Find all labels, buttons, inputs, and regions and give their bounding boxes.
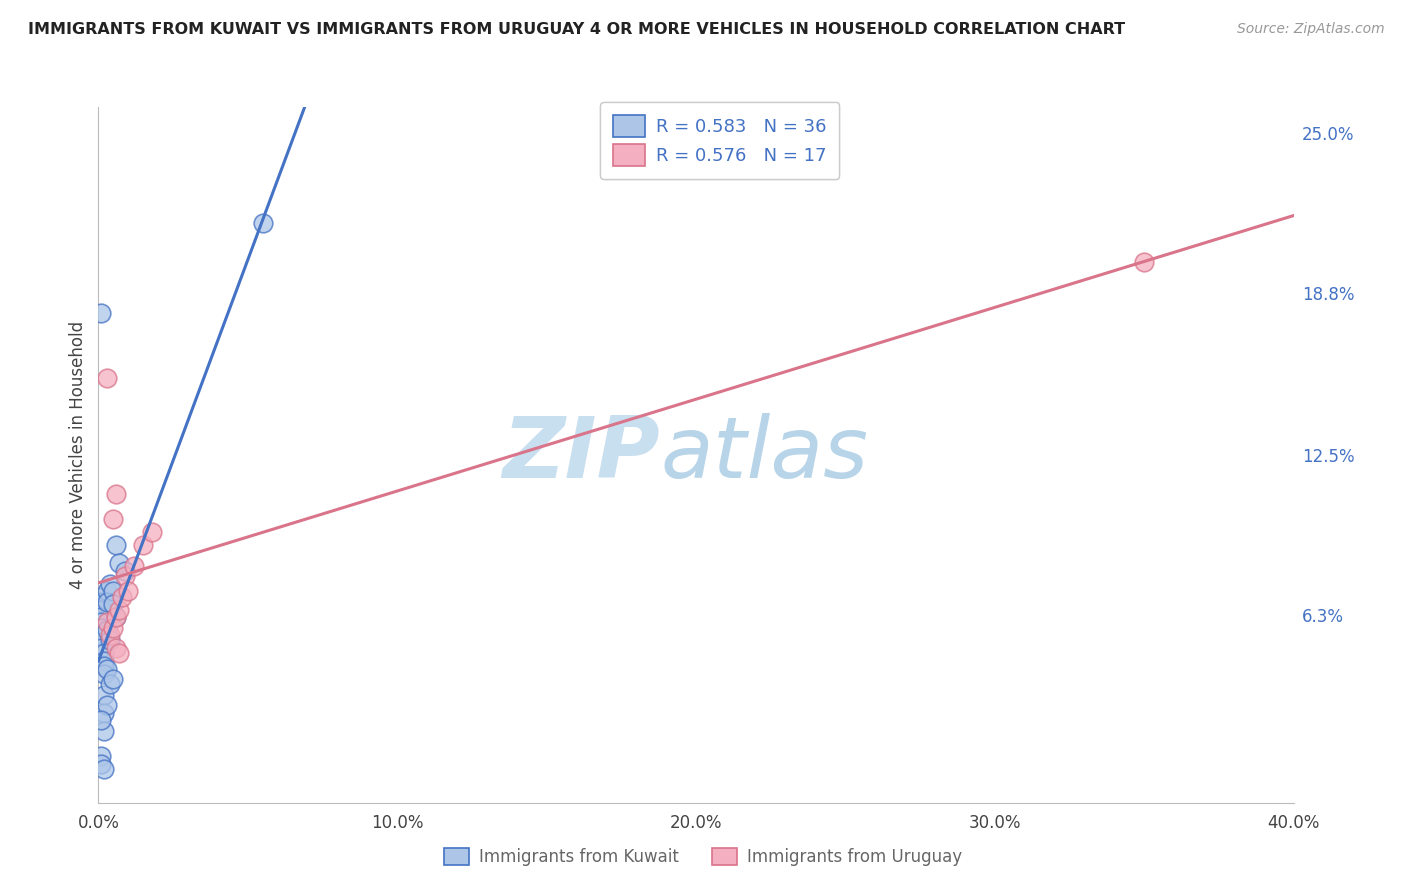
Text: ZIP: ZIP — [502, 413, 661, 497]
Point — [103, 512, 125, 526]
Point — [252, 216, 274, 230]
Point — [93, 723, 115, 738]
Point — [93, 667, 115, 681]
Point — [93, 659, 115, 673]
Point — [90, 595, 112, 609]
Point — [90, 621, 112, 635]
Point — [96, 595, 118, 609]
Point — [93, 688, 115, 702]
Text: IMMIGRANTS FROM KUWAIT VS IMMIGRANTS FROM URUGUAY 4 OR MORE VEHICLES IN HOUSEHOL: IMMIGRANTS FROM KUWAIT VS IMMIGRANTS FRO… — [28, 22, 1125, 37]
Point — [105, 610, 128, 624]
Point — [90, 757, 112, 772]
Legend: Immigrants from Kuwait, Immigrants from Uruguay: Immigrants from Kuwait, Immigrants from … — [436, 840, 970, 875]
Point — [90, 602, 112, 616]
Point — [117, 584, 139, 599]
Point — [96, 370, 118, 384]
Point — [114, 569, 136, 583]
Point — [93, 762, 115, 776]
Point — [100, 576, 122, 591]
Point — [96, 584, 118, 599]
Point — [103, 672, 125, 686]
Point — [103, 598, 125, 612]
Point — [96, 662, 118, 676]
Point — [105, 538, 128, 552]
Point — [90, 628, 112, 642]
Y-axis label: 4 or more Vehicles in Household: 4 or more Vehicles in Household — [69, 321, 87, 589]
Point — [90, 610, 112, 624]
Point — [103, 584, 125, 599]
Point — [105, 486, 128, 500]
Point — [93, 706, 115, 720]
Point — [93, 654, 115, 668]
Point — [90, 714, 112, 728]
Point — [105, 610, 128, 624]
Point — [111, 590, 134, 604]
Point — [103, 621, 125, 635]
Point — [124, 558, 146, 573]
Point — [90, 306, 112, 320]
Legend: R = 0.583   N = 36, R = 0.576   N = 17: R = 0.583 N = 36, R = 0.576 N = 17 — [600, 103, 839, 178]
Point — [90, 590, 112, 604]
Point — [114, 564, 136, 578]
Point — [96, 698, 118, 712]
Point — [100, 628, 122, 642]
Text: Source: ZipAtlas.com: Source: ZipAtlas.com — [1237, 22, 1385, 37]
Point — [132, 538, 155, 552]
Point — [100, 677, 122, 691]
Point — [108, 556, 131, 570]
Point — [105, 641, 128, 656]
Point — [90, 641, 112, 656]
Point — [108, 646, 131, 660]
Text: atlas: atlas — [661, 413, 868, 497]
Point — [96, 623, 118, 637]
Point — [141, 525, 163, 540]
Point — [90, 615, 112, 630]
Point — [1133, 254, 1156, 268]
Point — [96, 615, 118, 630]
Point — [100, 633, 122, 648]
Point — [93, 646, 115, 660]
Point — [90, 749, 112, 764]
Point — [108, 602, 131, 616]
